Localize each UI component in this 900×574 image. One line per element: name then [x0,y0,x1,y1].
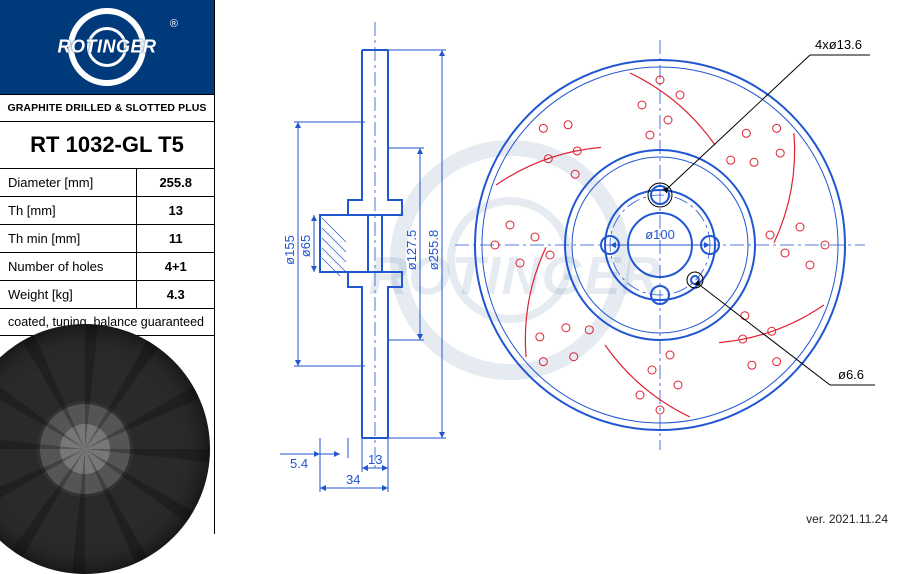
product-photo [0,324,210,574]
spec-value: 13 [137,197,214,225]
table-row: Diameter [mm]255.8 [0,169,214,197]
spec-label: Diameter [mm] [0,169,137,197]
page-root: ROTINGER ® GRAPHITE DRILLED & SLOTTED PL… [0,0,900,534]
spec-label: Th min [mm] [0,225,137,253]
version-label: ver. 2021.11.24 [806,512,888,526]
dim-label: 5.4 [290,456,308,471]
dim-label: ø100 [645,227,675,242]
part-number: RT 1032-GL T5 [0,122,214,169]
drawing-svg: ø155 ø65 ø127.5 ø255.8 [215,0,900,534]
dim-label: 13 [368,452,382,467]
registered-icon: ® [170,18,178,30]
dim-label: ø65 [298,235,313,257]
spec-value: 4+1 [137,253,214,281]
table-row: Th min [mm]11 [0,225,214,253]
spec-label: Number of holes [0,253,137,281]
technical-drawing: ø155 ø65 ø127.5 ø255.8 [215,0,900,534]
spec-label: Th [mm] [0,197,137,225]
spec-value: 255.8 [137,169,214,197]
dim-label: ø155 [282,235,297,265]
brand-name: ROTINGER [57,37,156,58]
front-view: ø100 4xø13.6 ø6.6 [455,37,875,450]
side-view: ø155 ø65 ø127.5 ø255.8 [280,22,446,492]
spec-table: Diameter [mm]255.8 Th [mm]13 Th min [mm]… [0,169,214,309]
info-panel: ROTINGER ® GRAPHITE DRILLED & SLOTTED PL… [0,0,215,534]
spec-value: 11 [137,225,214,253]
table-row: Th [mm]13 [0,197,214,225]
dim-label: ø127.5 [404,230,419,270]
callout-label: 4xø13.6 [815,37,862,52]
dim-label: ø255.8 [426,230,441,270]
table-row: Number of holes4+1 [0,253,214,281]
product-line: GRAPHITE DRILLED & SLOTTED PLUS [0,95,214,122]
bolt-hole-callout: 4xø13.6 [648,37,870,207]
dim-label: 34 [346,472,360,487]
brand-logo: ROTINGER ® [0,0,214,95]
spec-label: Weight [kg] [0,281,137,309]
table-row: Weight [kg]4.3 [0,281,214,309]
spec-value: 4.3 [137,281,214,309]
callout-label: ø6.6 [838,367,864,382]
